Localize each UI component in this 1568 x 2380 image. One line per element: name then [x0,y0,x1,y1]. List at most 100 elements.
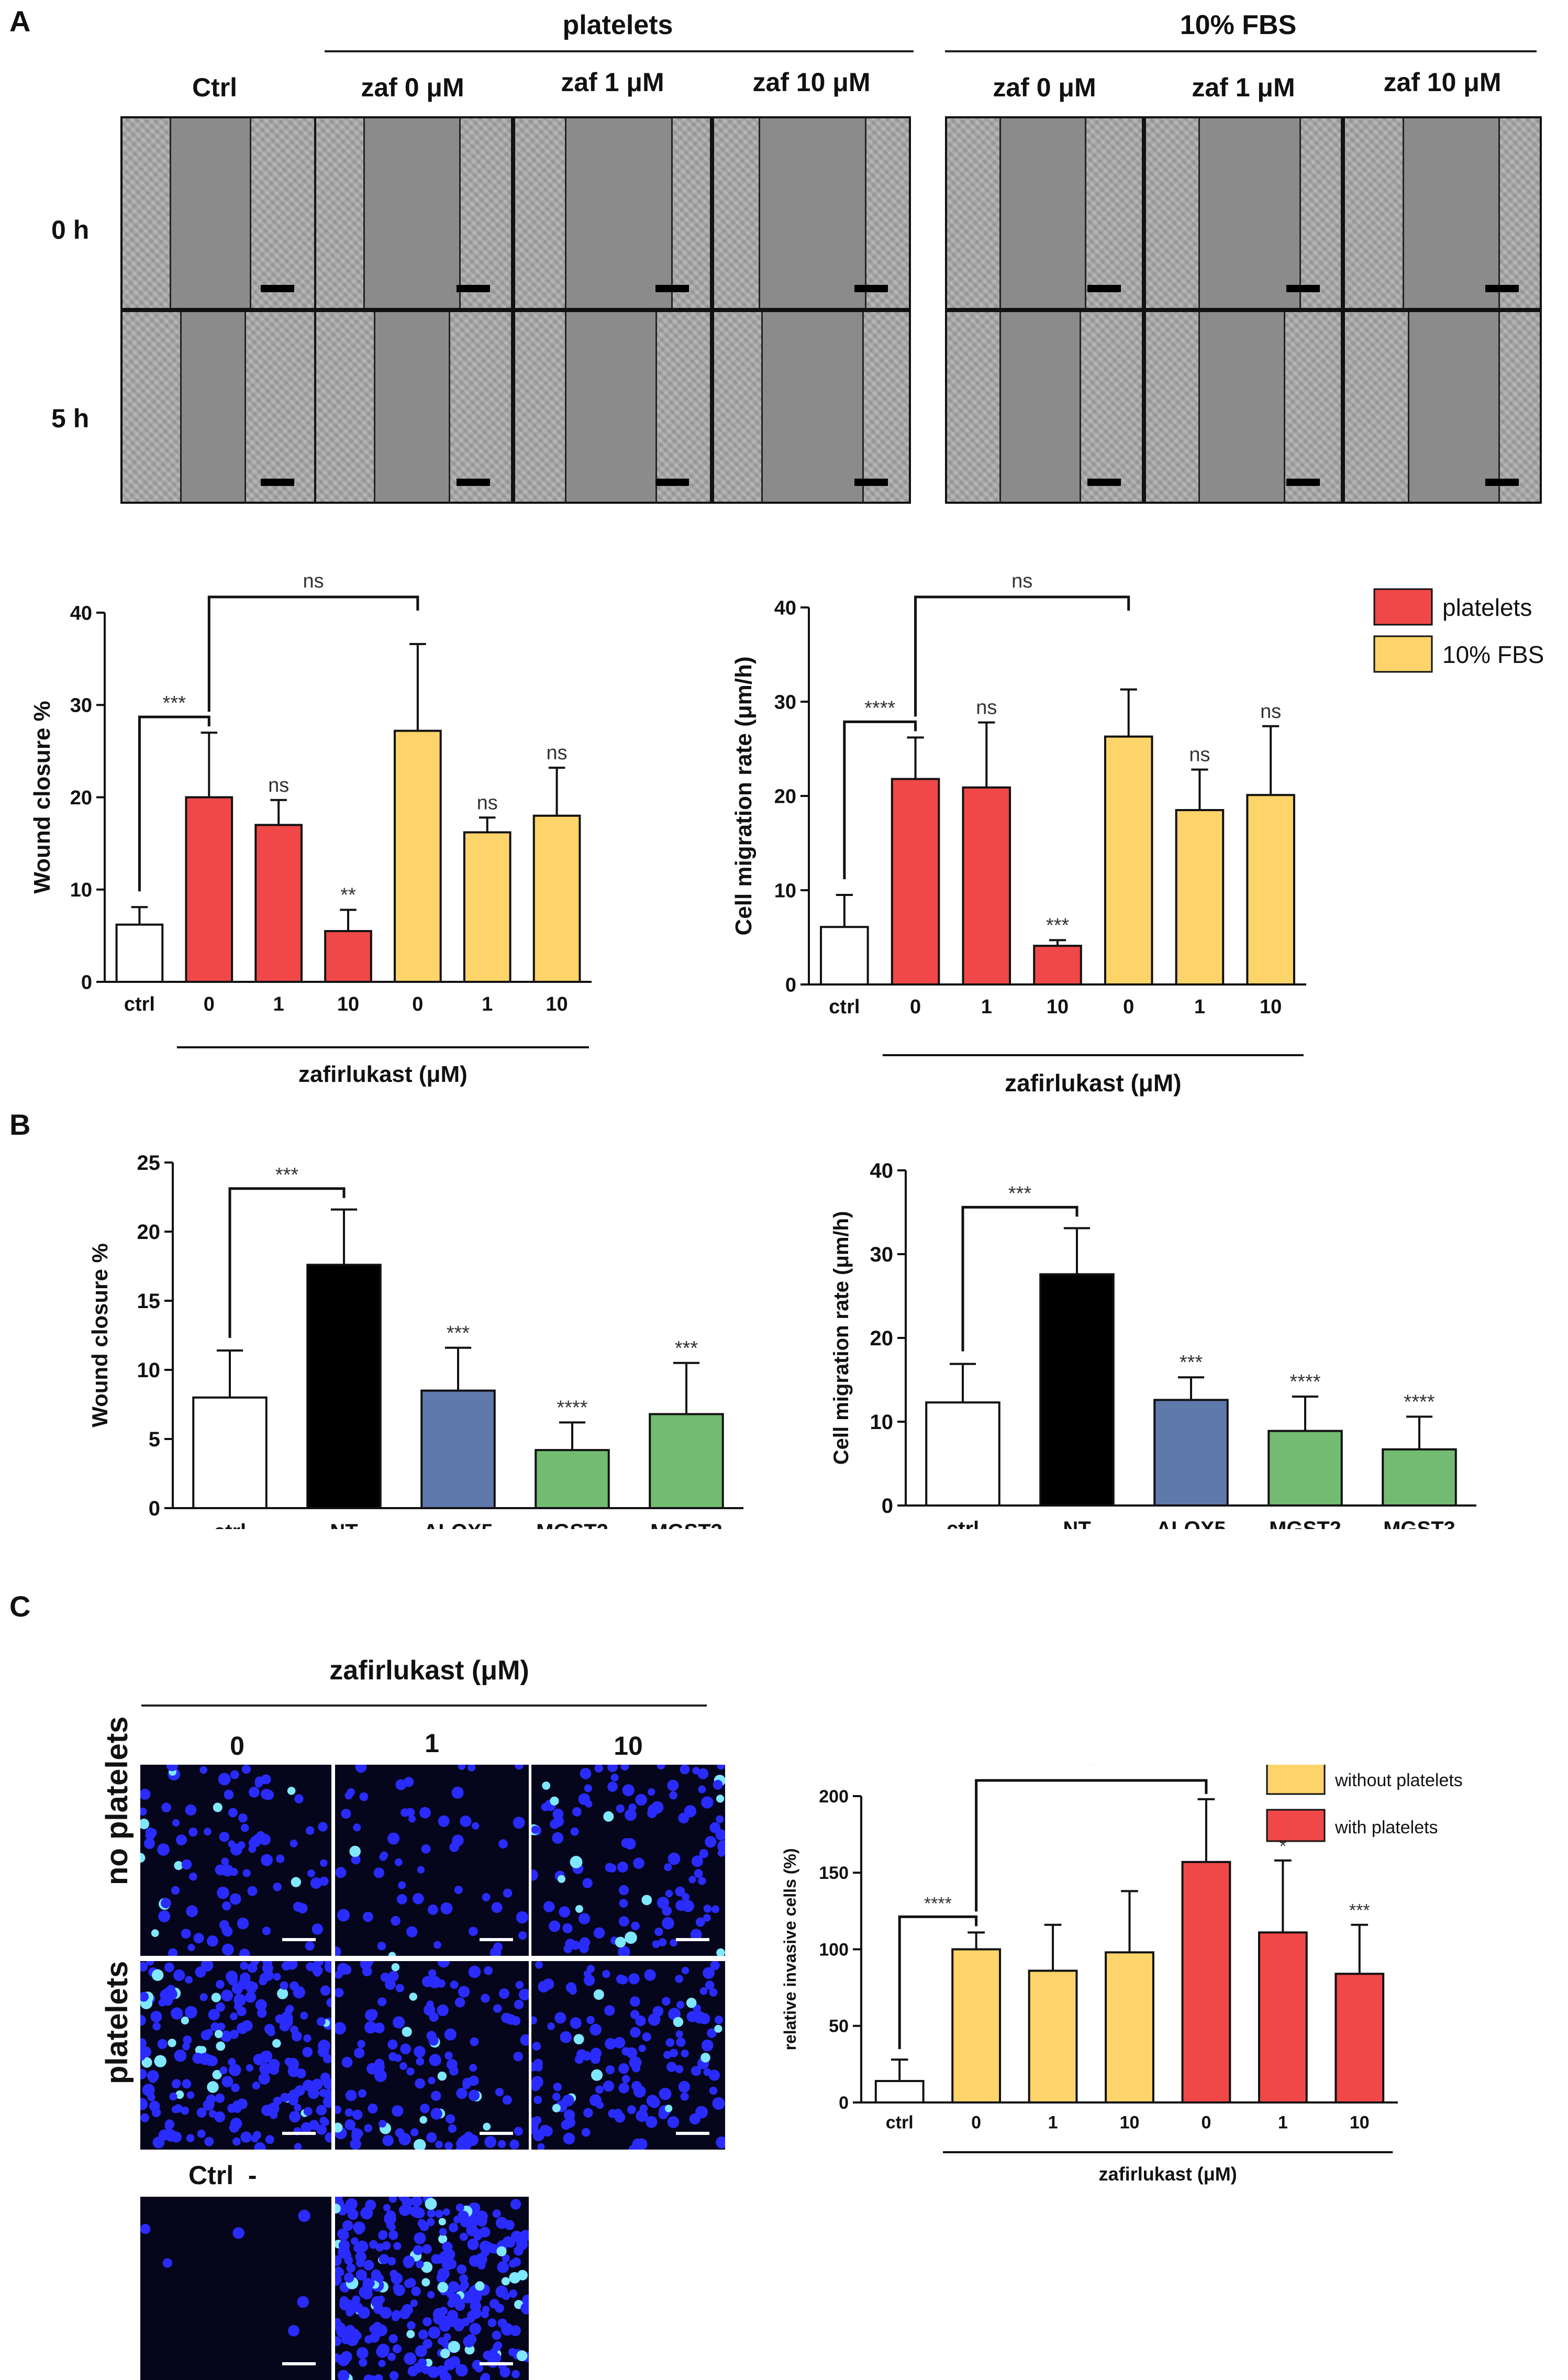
nucleus [319,2117,327,2124]
nucleus [681,2050,689,2057]
nucleus [219,2066,227,2074]
nucleus [420,2104,429,2113]
nucleus [681,2093,689,2101]
nucleus [591,2054,600,2064]
nucleus [714,2025,722,2033]
y-tick-label: 10 [137,1359,161,1382]
nucleus [630,2010,639,2019]
nucleus [395,1779,406,1790]
nucleus [542,1781,550,1790]
nucleus [469,1927,478,1936]
nucleus [149,2074,158,2083]
nucleus [397,1894,407,1905]
nucleus [693,2011,706,2023]
nucleus [265,2135,274,2144]
nucleus [702,2040,714,2052]
nucleus [246,2064,253,2072]
nucleus [438,2072,447,2080]
nucleus [257,1831,265,1840]
nucleus [357,2241,368,2252]
nucleus [399,2308,410,2319]
condition-label: zaf 10 μM [1343,67,1542,97]
nucleus [505,2014,516,2024]
nucleus [230,2012,238,2020]
nucleus [414,2232,426,2244]
nucleus [326,1998,331,2007]
significance-mark: ns [477,792,498,814]
nucleus [290,1840,298,1847]
nucleus [161,1802,171,1812]
nucleus [686,1998,697,2008]
nucleus [359,2359,367,2367]
nucleus [204,1828,212,1835]
nucleus [354,2047,364,2058]
nucleus [459,2284,467,2293]
nucleus [335,1988,343,1997]
significance-bracket [209,597,418,712]
nucleus [541,1803,550,1811]
x-tick-label: ctrl [947,1518,979,1529]
nucleus [657,1765,665,1769]
bar [1269,1431,1342,1506]
y-axis-label: Wound closure % [87,1243,112,1427]
nucleus [417,1866,425,1874]
nucleus [469,2323,481,2335]
nucleus [622,1784,635,1796]
y-tick-label: 30 [870,1243,894,1266]
nucleus [356,2270,367,2281]
invasion-image-nop-1 [335,1765,529,1956]
nucleus [460,1816,471,1827]
nucleus [297,2296,309,2308]
scratch-image-ctrl-5h [120,310,317,504]
nucleus [484,2136,496,2148]
nucleus [140,1853,145,1863]
nucleus [410,2128,418,2136]
nucleus [392,2105,403,2117]
nucleus [654,1928,663,1936]
nucleus [344,2273,354,2283]
nucleus [287,1787,296,1795]
nucleus [713,2097,725,2110]
nucleus [392,1963,400,1972]
nucleus [172,1819,180,1826]
nucleus [513,1817,525,1829]
nucleus [378,2231,387,2240]
nucleus [475,2281,484,2290]
nucleus [189,1873,197,1880]
nucleus [532,2042,541,2051]
bar [1106,1952,1153,2102]
nucleus [341,1809,351,1819]
nucleus [412,2197,422,2207]
nucleus [224,1790,234,1800]
nucleus [625,1932,637,1944]
nuclei-layer [140,1765,331,1956]
nucleus [140,1808,147,1816]
x-tick-label: MGST3 [1383,1518,1455,1529]
nucleus [320,1986,331,1996]
nucleus [176,1834,187,1845]
group-label-fbs: 10% FBS [945,9,1531,41]
nucleus [576,2049,587,2060]
nucleus [163,2259,172,2268]
nucleus [652,1940,660,1948]
nucleus [172,2080,180,2088]
nucleus [710,1961,720,1971]
nucleus [664,1863,672,1871]
nucleus [700,2053,710,2063]
nucleus [355,1765,366,1773]
nucleus [431,2091,441,2101]
nucleus [665,1890,673,1898]
condition-label: Ctrl [120,72,309,103]
nucleus [230,1844,242,1856]
nucleus [240,1962,248,1970]
nucleus [375,2274,384,2283]
nucleus [462,2081,470,2089]
nucleus [210,2022,219,2031]
nucleus [238,1813,247,1822]
ctrl-sign: - [248,2161,257,2190]
nucleus [292,2031,302,2042]
bar [952,1950,1000,2103]
nucleus [514,2127,523,2136]
significance-mark: **** [557,1397,587,1419]
nucleus [345,2108,353,2117]
